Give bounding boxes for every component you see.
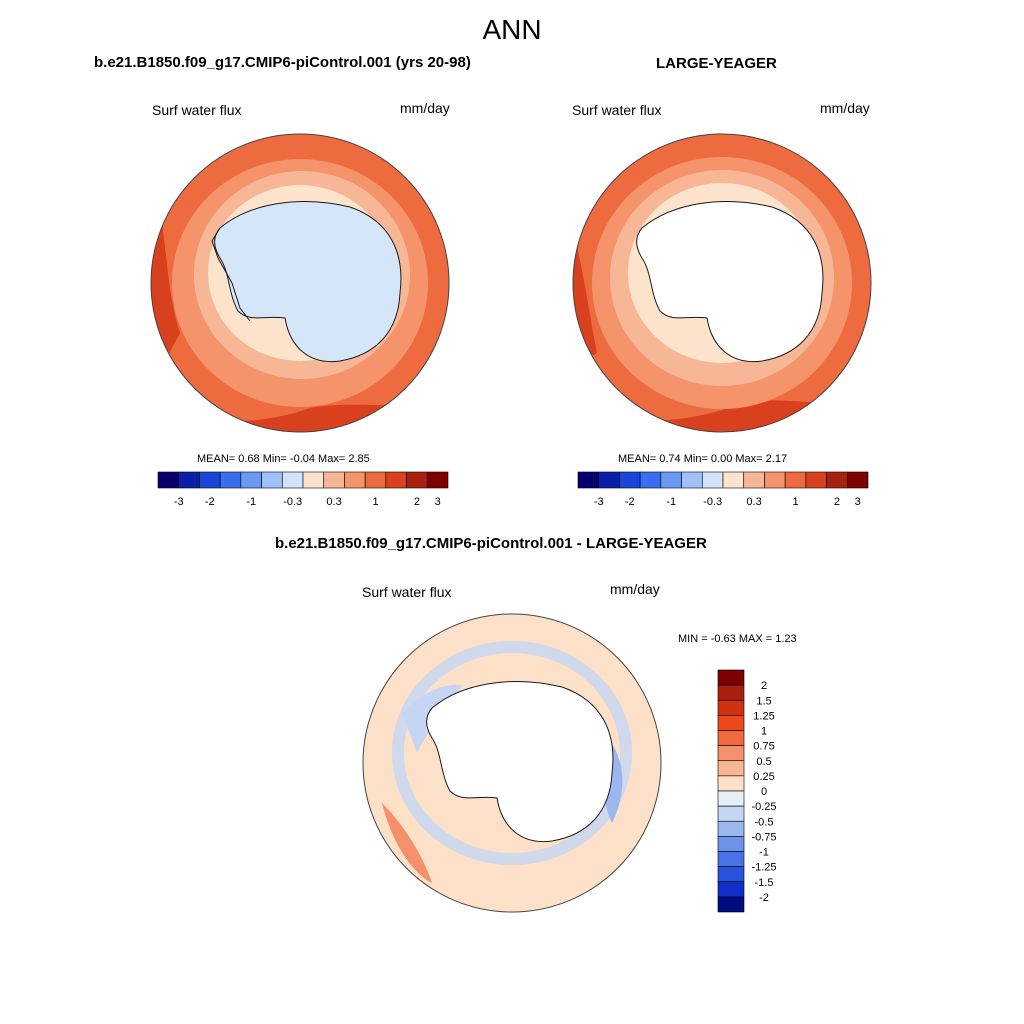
panel3-colorbar-tick-label: -1 bbox=[759, 847, 769, 859]
panel3-colorbar-tick-label: 1 bbox=[761, 726, 767, 738]
panel2-colorbar-swatch bbox=[743, 471, 765, 489]
panel3-colorbar-swatch bbox=[717, 745, 745, 762]
panel3-colorbar-swatch bbox=[717, 881, 745, 898]
panel3-colorbar-swatch bbox=[717, 775, 745, 792]
panel1-colorbar-tick-label: -3 bbox=[174, 496, 184, 508]
panel1-colorbar-tick-label: 2 bbox=[414, 496, 420, 508]
panel1-colorbar-swatch bbox=[385, 471, 407, 489]
panel1-colorbar-swatch bbox=[364, 471, 387, 489]
panel2-colorbar-tick-label: -2 bbox=[625, 496, 635, 508]
panel3-colorbar-swatch bbox=[717, 699, 745, 716]
panel3-colorbar-tick-label: 0 bbox=[761, 786, 767, 798]
panel2-colorbar-tick-label: 1 bbox=[792, 496, 798, 508]
panel1-colorbar-swatch bbox=[178, 471, 200, 489]
panel3-colorbar-swatch bbox=[717, 836, 745, 852]
panel2-stats: MEAN= 0.74 Min= 0.00 Max= 2.17 bbox=[618, 453, 788, 465]
panel3-antarctica bbox=[426, 681, 614, 843]
panel3-colorbar-swatch bbox=[717, 760, 745, 777]
panel2-colorbar-swatch bbox=[722, 471, 745, 489]
panel1-colorbar-swatch bbox=[281, 471, 304, 489]
panel2-colorbar-swatch bbox=[846, 471, 869, 489]
panel1-units-label: mm/day bbox=[400, 100, 450, 116]
panel1-stats: MEAN= 0.68 Min= -0.04 Max= 2.85 bbox=[197, 453, 370, 465]
panel3-title: b.e21.B1850.f09_g17.CMIP6-piControl.001 … bbox=[275, 535, 707, 552]
panel2-colorbar-swatch bbox=[764, 471, 786, 489]
panel2-colorbar-swatch bbox=[577, 471, 600, 489]
panel1-polar-map bbox=[150, 133, 450, 433]
panel1-colorbar: -3 -2 -1 -0.3 0.3 1 2 3 bbox=[157, 471, 449, 508]
panel1-colorbar-swatch bbox=[157, 471, 180, 489]
panel3-colorbar-swatch bbox=[717, 896, 745, 913]
panel3-colorbar: 2 1.5 1.25 1 0.75 0.5 0.25 0 -0.25 -0.5 -0.75 -1 -1.… bbox=[717, 669, 777, 913]
panel2-colorbar-tick-label: 3 bbox=[855, 496, 861, 508]
panel2-colorbar-swatch bbox=[619, 471, 641, 489]
panel2-variable-label: Surf water flux bbox=[572, 102, 662, 118]
panel2-colorbar-swatch bbox=[784, 471, 807, 489]
panel3-colorbar-tick-label: 1.5 bbox=[756, 695, 771, 707]
figure-title: ANN bbox=[482, 14, 542, 45]
panel3-colorbar-tick-label: -1.25 bbox=[751, 862, 776, 874]
panel3-colorbar-tick-label: -1.5 bbox=[755, 877, 774, 889]
panel2-colorbar: -3 -2 -1 -0.3 0.3 1 2 3 bbox=[577, 471, 869, 508]
panel3-stats: MIN = -0.63 MAX = 1.23 bbox=[678, 633, 797, 645]
panel3-colorbar-swatch bbox=[717, 820, 745, 837]
panel2-colorbar-tick-label: -0.3 bbox=[703, 496, 722, 508]
panel3-colorbar-tick-label: -0.5 bbox=[755, 816, 774, 828]
panel2-colorbar-swatch bbox=[826, 471, 848, 489]
panel3-colorbar-tick-label: 0.25 bbox=[753, 771, 774, 783]
panel1-colorbar-swatch bbox=[261, 471, 283, 489]
panel2-colorbar-swatch bbox=[639, 471, 662, 489]
panel2-colorbar-tick-label: -1 bbox=[666, 496, 676, 508]
panel2-colorbar-tick-label: -3 bbox=[594, 496, 604, 508]
panel1-colorbar-swatch bbox=[219, 471, 242, 489]
panel1-colorbar-tick-label: -1 bbox=[246, 496, 256, 508]
panel3-colorbar-tick-label: -0.75 bbox=[751, 831, 776, 843]
panel3-colorbar-tick-label: 0.5 bbox=[756, 756, 771, 768]
panel3-colorbar-tick-label: 2 bbox=[761, 680, 767, 692]
panel3-colorbar-tick-label: 1.25 bbox=[753, 710, 774, 722]
panel2-title: LARGE-YEAGER bbox=[656, 55, 777, 72]
panel2-antarctica bbox=[636, 201, 824, 363]
panel1-colorbar-swatch bbox=[240, 471, 262, 489]
panel1-colorbar-swatch bbox=[302, 471, 325, 489]
panel2-colorbar-tick-label: 0.3 bbox=[746, 496, 761, 508]
panel1-variable-label: Surf water flux bbox=[152, 102, 242, 118]
panel3-units-label: mm/day bbox=[610, 581, 660, 597]
panel3-colorbar-tick-label: -0.25 bbox=[751, 801, 776, 813]
panel3-colorbar-swatch bbox=[717, 866, 745, 883]
panel3-colorbar-swatch bbox=[717, 790, 745, 807]
panel3-colorbar-tick-label: 0.75 bbox=[753, 741, 774, 753]
panel1-colorbar-swatch bbox=[426, 471, 449, 489]
panel3-colorbar-swatch bbox=[717, 805, 745, 822]
panel1-colorbar-swatch bbox=[344, 471, 366, 489]
panel2-colorbar-swatch bbox=[660, 471, 682, 489]
panel3-colorbar-swatch bbox=[717, 851, 745, 867]
panel1-colorbar-tick-label: -0.3 bbox=[283, 496, 302, 508]
panel1-colorbar-swatch bbox=[406, 471, 428, 489]
panel1-title: b.e21.B1850.f09_g17.CMIP6-piControl.001 … bbox=[94, 54, 471, 71]
panel1-colorbar-swatch bbox=[323, 471, 345, 489]
panel2-colorbar-swatch bbox=[598, 471, 620, 489]
panel1-colorbar-tick-label: -2 bbox=[205, 496, 215, 508]
panel3-colorbar-swatch bbox=[717, 684, 745, 701]
panel3-colorbar-swatch bbox=[717, 669, 745, 686]
panel2-colorbar-swatch bbox=[681, 471, 703, 489]
panel3-polar-map bbox=[362, 613, 662, 913]
panel2-polar-map bbox=[572, 133, 872, 433]
panel1-colorbar-tick-label: 3 bbox=[435, 496, 441, 508]
panel3-colorbar-tick-label: -2 bbox=[759, 892, 769, 904]
panel1-colorbar-swatch bbox=[199, 471, 221, 489]
panel3-colorbar-swatch bbox=[717, 730, 745, 746]
panel2-units-label: mm/day bbox=[820, 100, 870, 116]
panel2-colorbar-swatch bbox=[805, 471, 827, 489]
panel3-colorbar-swatch bbox=[717, 715, 745, 731]
panel1-colorbar-tick-label: 0.3 bbox=[326, 496, 341, 508]
panel2-colorbar-tick-label: 2 bbox=[834, 496, 840, 508]
panel2-colorbar-swatch bbox=[701, 471, 724, 489]
panel1-colorbar-tick-label: 1 bbox=[372, 496, 378, 508]
panel3-variable-label: Surf water flux bbox=[362, 584, 452, 600]
